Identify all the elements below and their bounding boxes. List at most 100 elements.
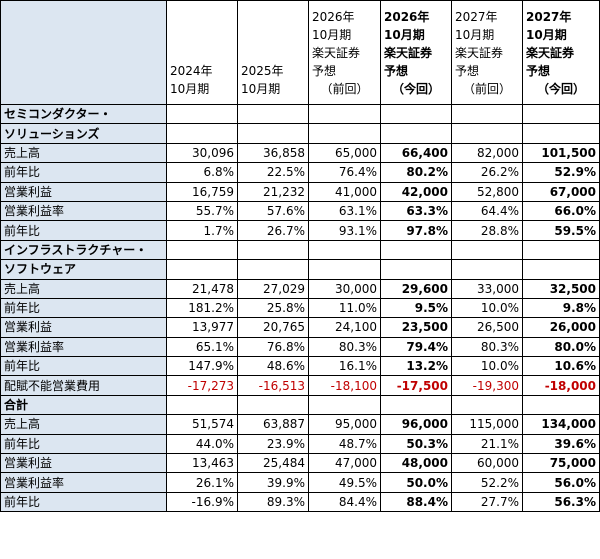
col-header-line: 2025年: [241, 64, 284, 78]
empty-cell: [237, 103, 309, 125]
col-header-line: 予想: [312, 64, 337, 78]
empty-cell: [308, 239, 381, 261]
empty-cell: [166, 239, 238, 261]
row-label: 営業利益率: [0, 200, 167, 222]
value-cell: 41,000: [308, 181, 381, 202]
value-cell: 9.5%: [380, 297, 452, 319]
empty-cell: [451, 103, 523, 125]
value-cell: 25,484: [237, 453, 309, 474]
section-title: ソフトウェア: [0, 259, 167, 280]
col-header-fy2027-prev: 2027年 10月期 楽天証券 予想 （前回）: [451, 0, 523, 105]
value-cell: 23.9%: [237, 433, 309, 455]
section-title: セミコンダクター・: [0, 103, 167, 125]
row-label: 前年比: [0, 356, 167, 377]
value-cell: 44.0%: [166, 433, 238, 455]
value-cell: 10.0%: [451, 356, 523, 377]
table-row: 営業利益率 65.1% 76.8% 80.3% 79.4% 80.3% 80.0%: [0, 336, 600, 358]
empty-cell: [522, 259, 600, 280]
value-cell: 9.8%: [522, 297, 600, 319]
value-cell: 96,000: [380, 414, 452, 435]
value-cell: 26.2%: [451, 162, 523, 183]
value-cell: 16.1%: [308, 356, 381, 377]
value-cell: 10.0%: [451, 297, 523, 319]
col-header-line: 楽天証券: [526, 46, 575, 60]
value-cell: 16,759: [166, 181, 238, 202]
row-label: 配賦不能営業費用: [0, 375, 167, 396]
col-header-fy2026-current: 2026年 10月期 楽天証券 予想 （今回）: [380, 0, 452, 105]
col-header-line: 10月期: [455, 28, 495, 42]
col-header-paren: （前回）: [320, 82, 369, 96]
value-cell: 36,858: [237, 142, 309, 164]
empty-cell: [451, 259, 523, 280]
value-cell: 42,000: [380, 181, 452, 202]
value-cell: 21.1%: [451, 433, 523, 455]
empty-cell: [237, 394, 309, 416]
col-header-line: 10月期: [241, 82, 281, 96]
section-title: インフラストラクチャー・: [0, 239, 167, 261]
value-cell: -18,000: [522, 375, 600, 396]
value-cell: 82,000: [451, 142, 523, 164]
value-cell: 51,574: [166, 414, 238, 435]
value-cell: -17,500: [380, 375, 452, 396]
value-cell: 50.3%: [380, 433, 452, 455]
row-label: 営業利益: [0, 181, 167, 202]
value-cell: 95,000: [308, 414, 381, 435]
value-cell: 26.1%: [166, 472, 238, 493]
table-row: 前年比 181.2% 25.8% 11.0% 9.5% 10.0% 9.8%: [0, 297, 600, 319]
value-cell: 65.1%: [166, 336, 238, 358]
empty-cell: [451, 239, 523, 261]
value-cell: 21,232: [237, 181, 309, 202]
value-cell: -16.9%: [166, 491, 238, 513]
value-cell: 97.8%: [380, 220, 452, 241]
value-cell: 30,096: [166, 142, 238, 164]
empty-cell: [237, 259, 309, 280]
empty-cell: [380, 239, 452, 261]
row-label: 前年比: [0, 162, 167, 183]
table-row: 売上高 21,478 27,029 30,000 29,600 33,000 32,500: [0, 278, 600, 299]
value-cell: 63.1%: [308, 200, 381, 222]
table-row: 営業利益 16,759 21,232 41,000 42,000 52,800 67,000: [0, 181, 600, 202]
empty-cell: [380, 123, 452, 144]
value-cell: 48,000: [380, 453, 452, 474]
col-header-line: 2027年: [526, 10, 572, 24]
table-row: 営業利益率 26.1% 39.9% 49.5% 50.0% 52.2% 56.0%: [0, 472, 600, 493]
row-label: 前年比: [0, 491, 167, 513]
table-row: 営業利益 13,977 20,765 24,100 23,500 26,500 26,000: [0, 317, 600, 338]
value-cell: 13,977: [166, 317, 238, 338]
value-cell: -16,513: [237, 375, 309, 396]
table-row: 前年比 -16.9% 89.3% 84.4% 88.4% 27.7% 56.3%: [0, 491, 600, 513]
value-cell: 56.0%: [522, 472, 600, 493]
value-cell: 13.2%: [380, 356, 452, 377]
unallocated-expense-row: 配賦不能営業費用 -17,273 -16,513 -18,100 -17,500 -19,…: [0, 375, 600, 396]
empty-cell: [166, 103, 238, 125]
col-header-fy2025: 2025年 10月期: [237, 0, 309, 105]
empty-cell: [522, 123, 600, 144]
value-cell: 21,478: [166, 278, 238, 299]
section-header-row: ソリューションズ: [0, 123, 600, 144]
col-header-paren: （前回）: [462, 82, 511, 96]
col-header-line: 楽天証券: [312, 46, 361, 60]
table-row: 前年比 44.0% 23.9% 48.7% 50.3% 21.1% 39.6%: [0, 433, 600, 455]
value-cell: 11.0%: [308, 297, 381, 319]
empty-cell: [308, 259, 381, 280]
col-header-line: 10月期: [312, 28, 352, 42]
value-cell: 32,500: [522, 278, 600, 299]
value-cell: 23,500: [380, 317, 452, 338]
value-cell: 79.4%: [380, 336, 452, 358]
section-header-row: インフラストラクチャー・: [0, 239, 600, 261]
table-row: 売上高 30,096 36,858 65,000 66,400 82,000 101,500: [0, 142, 600, 164]
value-cell: 64.4%: [451, 200, 523, 222]
value-cell: 56.3%: [522, 491, 600, 513]
value-cell: 6.8%: [166, 162, 238, 183]
table-row: 営業利益 13,463 25,484 47,000 48,000 60,000 75,000: [0, 453, 600, 474]
value-cell: 88.4%: [380, 491, 452, 513]
empty-cell: [237, 239, 309, 261]
value-cell: 115,000: [451, 414, 523, 435]
row-label: 営業利益: [0, 317, 167, 338]
table-row: 前年比 1.7% 26.7% 93.1% 97.8% 28.8% 59.5%: [0, 220, 600, 241]
value-cell: 80.3%: [451, 336, 523, 358]
value-cell: 49.5%: [308, 472, 381, 493]
value-cell: -17,273: [166, 375, 238, 396]
value-cell: 67,000: [522, 181, 600, 202]
value-cell: 63.3%: [380, 200, 452, 222]
